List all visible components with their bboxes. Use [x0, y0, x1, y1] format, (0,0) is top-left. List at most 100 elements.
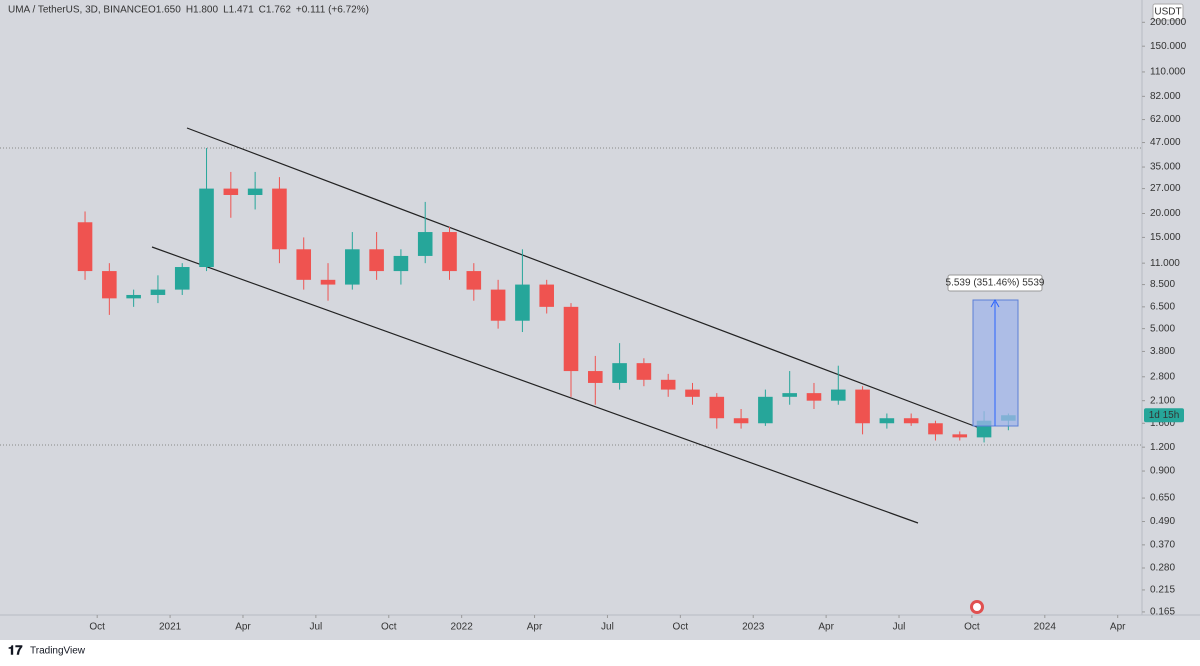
y-tick-label: 1.200	[1150, 442, 1175, 453]
x-tick-label: Apr	[1110, 622, 1126, 633]
y-tick-label: 5.000	[1150, 323, 1175, 334]
x-tick-label: Oct	[673, 622, 689, 633]
candle-body	[660, 379, 676, 390]
currency-label[interactable]: USDT	[1154, 7, 1181, 18]
x-tick-label: 2024	[1034, 622, 1057, 633]
y-tick-label: 20.000	[1150, 208, 1181, 219]
y-tick-label: 2.800	[1150, 371, 1175, 382]
y-tick-label: 8.500	[1150, 279, 1175, 290]
x-tick-label: 2023	[742, 622, 765, 633]
y-tick-label: 0.900	[1150, 466, 1175, 477]
candle-body	[150, 289, 166, 295]
x-tick-label: Apr	[818, 622, 834, 633]
x-tick-label: Oct	[964, 622, 980, 633]
candle-body	[879, 418, 895, 424]
candle-body	[393, 255, 409, 272]
candle-body	[928, 423, 943, 435]
y-tick-label: 0.280	[1150, 563, 1175, 574]
candles	[77, 148, 1016, 443]
measure-label: 5.539 (351.46%) 5539	[946, 278, 1045, 289]
measure-label-box	[947, 274, 1043, 292]
candle-body	[830, 389, 846, 401]
chart-background	[0, 0, 1200, 640]
candle-body	[709, 396, 725, 419]
x-tick-label: Jul	[893, 622, 906, 633]
y-tick-label: 0.490	[1150, 516, 1175, 527]
channel-upper-line	[186, 127, 991, 433]
candle-body	[102, 271, 117, 299]
candle-body	[612, 363, 627, 383]
candle-body	[563, 306, 579, 372]
branding: TradingView	[30, 646, 86, 657]
y-tick-label: 150.000	[1150, 41, 1187, 52]
candle-body	[126, 294, 141, 299]
candle-body	[345, 249, 360, 285]
candle-body	[539, 284, 554, 307]
x-tick-label: Oct	[89, 622, 105, 633]
candle-body	[466, 271, 482, 290]
candle-body	[733, 418, 749, 424]
y-tick-label: 200.000	[1150, 17, 1187, 28]
x-tick-label: Jul	[309, 622, 322, 633]
candle-body	[782, 393, 797, 397]
y-tick-label: 15.000	[1150, 232, 1181, 243]
y-tick-label: 3.800	[1150, 346, 1175, 357]
y-tick-label: 2.100	[1150, 395, 1175, 406]
candle-body	[515, 284, 530, 321]
y-tick-label: 6.500	[1150, 301, 1175, 312]
ohlc-value: L1.471	[223, 5, 254, 16]
x-tick-label: 2021	[159, 622, 182, 633]
footer	[0, 640, 1200, 661]
candle-body	[417, 232, 433, 256]
candle-body	[636, 363, 652, 380]
candle-body	[199, 188, 214, 268]
y-tick-label: 110.000	[1150, 67, 1186, 78]
candle-body	[806, 393, 822, 401]
candle-body	[247, 188, 263, 195]
candle-body	[490, 289, 506, 321]
candle-body	[442, 232, 457, 272]
ohlc-value: C1.762	[259, 5, 292, 16]
candle-body	[758, 396, 773, 424]
y-tick-label: 0.165	[1150, 607, 1175, 618]
candle-body	[320, 279, 336, 285]
candle-body	[296, 249, 312, 280]
y-tick-label: 1.600	[1150, 418, 1175, 429]
y-tick-label: 35.000	[1150, 162, 1181, 173]
ohlc-header: O1.650 H1.800 L1.471 C1.762 +0.111 (+6.72%)	[148, 5, 369, 16]
candle-body	[588, 371, 603, 383]
candle-body	[369, 249, 384, 272]
countdown-label: 1d 15h	[1149, 410, 1180, 421]
candle-body	[223, 188, 239, 195]
candle-body	[77, 222, 93, 272]
x-tick-label: Apr	[235, 622, 251, 633]
y-tick-label: 0.215	[1150, 585, 1175, 596]
candle-body	[174, 267, 190, 290]
symbol-title: UMA / TetherUS, 3D, BINANCE	[8, 5, 148, 16]
x-tick-label: Oct	[381, 622, 397, 633]
countdown-tag	[1144, 408, 1184, 423]
candle-body	[903, 418, 919, 424]
x-tick-label: Apr	[527, 622, 543, 633]
logo-mark: 𝟏𝟕	[8, 642, 23, 657]
currency-button[interactable]	[1152, 3, 1184, 21]
y-tick-label: 27.000	[1150, 183, 1181, 194]
measure-arrow-head	[990, 298, 1000, 308]
y-tick-label: 62.000	[1150, 114, 1181, 125]
x-tick-label: 2022	[451, 622, 474, 633]
y-tick-label: 11.000	[1150, 258, 1180, 269]
ohlc-value: H1.800	[186, 5, 219, 16]
y-tick-label: 0.650	[1150, 493, 1175, 504]
candle-body	[855, 389, 870, 424]
ohlc-value: O1.650	[148, 5, 181, 16]
ohlc-value: +0.111 (+6.72%)	[296, 5, 369, 16]
x-tick-label: Jul	[601, 622, 614, 633]
candle-body	[685, 389, 700, 397]
y-tick-label: 0.370	[1150, 540, 1175, 551]
candle-body	[952, 434, 968, 438]
channel-lower-line	[151, 246, 919, 524]
candle-body	[272, 188, 287, 250]
y-tick-label: 82.000	[1150, 91, 1181, 102]
